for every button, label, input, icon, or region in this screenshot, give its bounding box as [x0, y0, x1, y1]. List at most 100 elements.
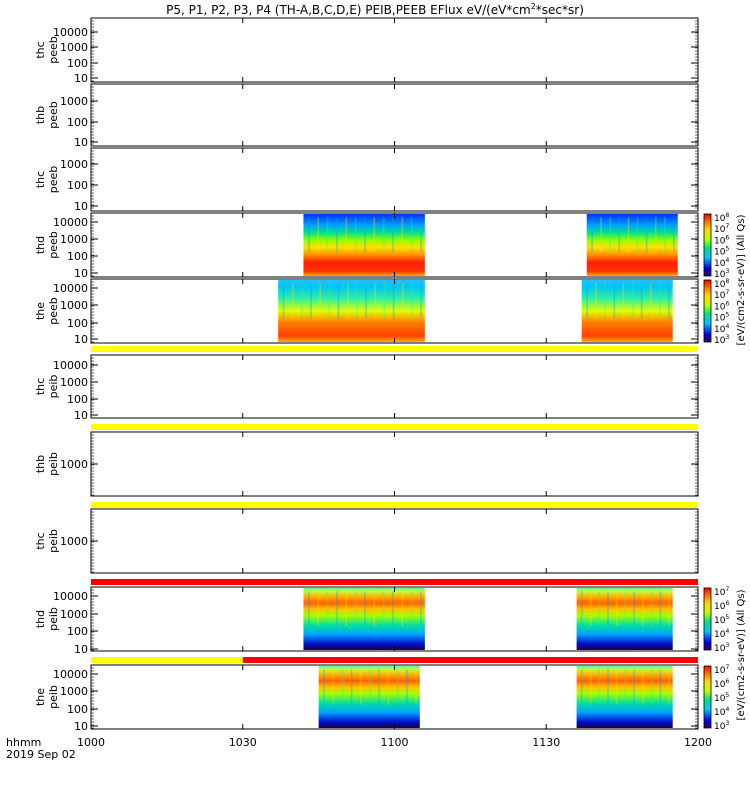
spectrogram-streak: [282, 283, 285, 319]
y-tick-label: 100: [67, 116, 88, 129]
colorbar-tick-label: 108: [714, 278, 729, 290]
spectrogram-streak: [589, 591, 592, 627]
panel-label-product: peeb: [47, 101, 60, 129]
panel-label-product: peib: [47, 529, 60, 553]
spectrogram-streak: [642, 591, 644, 627]
panel-label-product: peib: [47, 452, 60, 476]
colorbar-tick-label: 105: [714, 312, 729, 324]
colorbar-tick-label: 105: [714, 246, 729, 258]
colorbar-tick-label: 104: [714, 706, 729, 718]
panel-thc-peeb-2: 1000 100 10 thc peeb: [34, 147, 699, 213]
colorbar-tick-label: 107: [714, 586, 729, 598]
panel-label-probe: the: [34, 302, 47, 320]
y-tick-label: 10000: [53, 282, 88, 295]
colorbar-tick-label: 103: [714, 334, 729, 346]
thd-peib-status: [91, 579, 698, 585]
spectrogram-streak: [323, 669, 325, 705]
panel-the-peib-9: 10000 1000 100 10 the peib 107 106 105 104 103: [34, 664, 729, 733]
spectrogram-streak: [668, 283, 670, 319]
x-axis-label-date: 2019 Sep 02: [6, 748, 76, 761]
spectrogram-streak: [310, 283, 312, 319]
spectrogram-streak: [595, 283, 597, 319]
y-tick-label: 1000: [60, 299, 88, 312]
spectrogram-streak: [345, 591, 348, 627]
y-tick-label: 10: [74, 643, 88, 656]
y-tick-label: 10: [74, 200, 88, 213]
y-tick-label: 100: [67, 703, 88, 716]
x-tick-label: 1200: [684, 736, 712, 749]
spectrogram-streak: [354, 591, 357, 627]
spectrogram-streak: [589, 669, 592, 705]
y-tick-label: 100: [67, 393, 88, 406]
spectrogram-block-1: [581, 280, 673, 342]
panel-label-probe: thc: [34, 171, 47, 188]
colorbar-tick-label: 104: [714, 323, 729, 335]
y-tick-label: 10000: [53, 359, 88, 372]
x-tick-label: 1000: [77, 736, 105, 749]
spectrogram-streak: [415, 669, 417, 705]
spectrogram-streak: [607, 591, 609, 627]
panel-label-probe: thd: [34, 236, 47, 254]
colorbar: [703, 665, 712, 729]
spectrogram-streak: [373, 591, 376, 627]
spectrogram-streak: [668, 669, 670, 705]
spectrogram-streak: [580, 591, 583, 627]
panel-frame: [90, 17, 699, 83]
panel-frame: [90, 147, 699, 212]
colorbar: [703, 213, 712, 277]
y-tick-label: 1000: [60, 458, 88, 471]
y-tick-label: 10000: [53, 216, 88, 229]
spectrogram-streak: [600, 217, 602, 253]
panel-label-probe: the: [34, 688, 47, 706]
colorbar-tick-label: 107: [714, 289, 729, 301]
thb-peib-status: [91, 424, 698, 430]
spectrogram-streak: [604, 283, 607, 319]
panel-label-probe: thb: [34, 455, 47, 473]
colorbar-tick-label: 106: [714, 300, 729, 312]
spectrogram-streak: [392, 591, 394, 627]
panel-thc-peeb-0: 10000 1000 100 10 thc peeb: [34, 17, 699, 85]
panel-frame: [90, 83, 699, 147]
spectrogram-streak: [405, 669, 408, 705]
spectrogram-streak: [365, 283, 367, 319]
panel-label-probe: thc: [34, 532, 47, 549]
spectrogram-streak: [345, 217, 348, 253]
y-tick-label: 10: [74, 72, 88, 85]
panel-label-product: peib: [47, 375, 60, 399]
colorbar-tick-label: 106: [714, 600, 729, 612]
spectrogram-streak: [308, 217, 310, 253]
x-axis-label-hhmm: hhmm: [6, 736, 41, 749]
spectrogram-streak: [633, 591, 635, 627]
spectrogram-streak: [410, 217, 413, 253]
colorbar: [703, 279, 712, 343]
spectrogram-streak: [649, 283, 652, 319]
x-tick-label: 1130: [532, 736, 560, 749]
spectrogram-streak: [392, 217, 394, 253]
y-tick-label: 1000: [60, 685, 88, 698]
y-tick-label: 10: [74, 409, 88, 422]
spectrogram-block-1: [586, 214, 678, 276]
spectrogram-streak: [624, 591, 627, 627]
spectrogram-streak: [618, 217, 621, 253]
y-tick-label: 10000: [53, 590, 88, 603]
spectrogram-streak: [401, 217, 404, 253]
spectrogram-streak: [613, 283, 616, 319]
the-peib-status-segment-1: [242, 657, 698, 663]
spectrogram-streak: [326, 217, 329, 253]
spectrogram-streak: [420, 591, 422, 627]
panel-label-product: peeb: [47, 297, 60, 325]
colorbar-tick-label: 106: [714, 234, 729, 246]
spectrogram-streak: [308, 591, 310, 627]
spectrogram-streak: [317, 217, 320, 253]
the-peeb-status: [91, 346, 698, 352]
colorbar-label-peib: [eV/(cm2-s-sr-eV)] (All Qs): [736, 589, 747, 720]
spectrogram-streak: [354, 217, 357, 253]
spectrogram-streak: [650, 669, 653, 705]
spectrogram-streak: [615, 591, 618, 627]
spectrogram-streak: [622, 283, 625, 319]
spectrogram-streak: [598, 669, 601, 705]
spectrogram-streak: [420, 283, 422, 319]
spectrogram-streak: [396, 669, 399, 705]
